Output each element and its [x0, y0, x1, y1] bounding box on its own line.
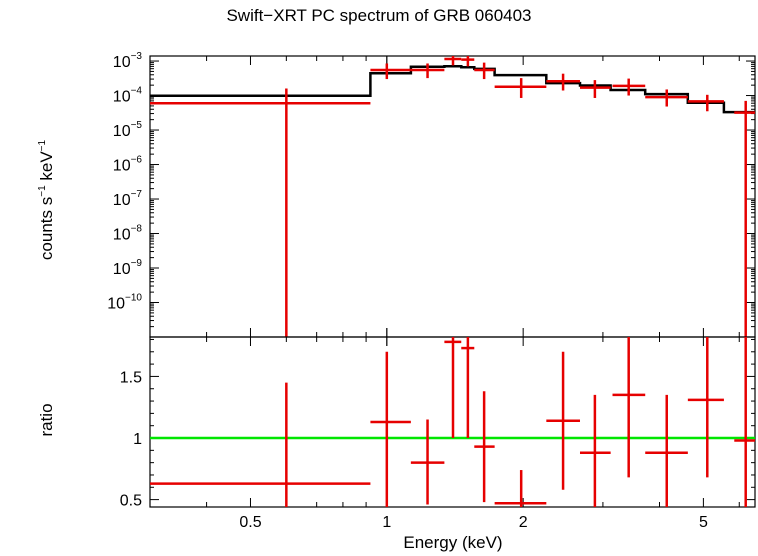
- y-tick-label: 10−6: [113, 155, 143, 175]
- y-tick-label: 10−8: [113, 224, 143, 244]
- ratio-panel: 0.5 1 2 5 0.5 1 1.5: [120, 336, 756, 531]
- y-tick-label: 10−9: [113, 258, 143, 278]
- x-tick-label: 2: [519, 514, 528, 531]
- x-axis-label: Energy (keV): [403, 533, 503, 552]
- y-tick-label: 10−4: [113, 86, 143, 106]
- y-tick-label: 1: [133, 431, 142, 448]
- x-tick-label: 5: [699, 514, 708, 531]
- data-group: [150, 56, 755, 337]
- y-tick-label: 0.5: [120, 493, 142, 510]
- chart-title: Swift−XRT PC spectrum of GRB 060403: [226, 6, 532, 25]
- y-tick-label: 10−10: [107, 293, 142, 313]
- x-tick-label: 0.5: [239, 514, 261, 531]
- ratio-group: [150, 337, 755, 507]
- spectrum-panel: 10−10 10−9 10−8 10−7 10−6 10−5 10−4 10−3: [107, 51, 756, 338]
- y-tick-label: 10−3: [113, 51, 143, 71]
- y-tick-label: 10−7: [113, 189, 143, 209]
- y-tick-label: 1.5: [120, 369, 142, 386]
- x-tick-label: 1: [382, 514, 391, 531]
- y-tick-label: 10−5: [113, 120, 143, 140]
- model-group: [150, 64, 755, 114]
- model-step-line: [150, 64, 755, 114]
